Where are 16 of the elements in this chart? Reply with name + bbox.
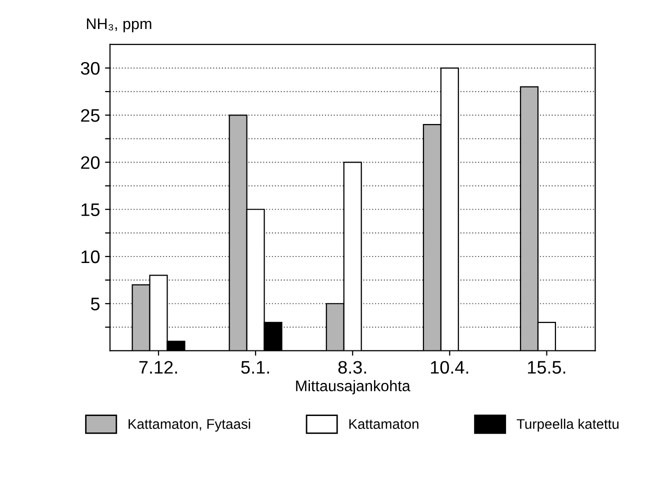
- legend-label: Kattamaton, Fytaasi: [128, 418, 250, 432]
- x-tick-label: 7.12.: [139, 360, 177, 374]
- x-tick-label: 8.3.: [338, 360, 366, 374]
- legend-label: Kattamaton: [349, 419, 418, 429]
- legend-label: Turpeella katettu: [516, 418, 618, 432]
- x-tick-label: 15.5.: [528, 361, 566, 374]
- y-tick-label: 5: [90, 298, 100, 310]
- y-tick-label: 30: [80, 62, 100, 75]
- y-tick-label: 20: [81, 156, 100, 169]
- y-axis-title: NH₃, ppm: [86, 18, 152, 32]
- x-tick-label: 10.4.: [430, 360, 468, 374]
- x-tick-label: 5.1.: [241, 361, 269, 374]
- y-tick-label: 15: [82, 204, 100, 216]
- x-axis-title: Mittausajankohta: [296, 380, 410, 394]
- y-tick-label: 10: [82, 250, 100, 264]
- y-tick-label: 25: [81, 109, 100, 122]
